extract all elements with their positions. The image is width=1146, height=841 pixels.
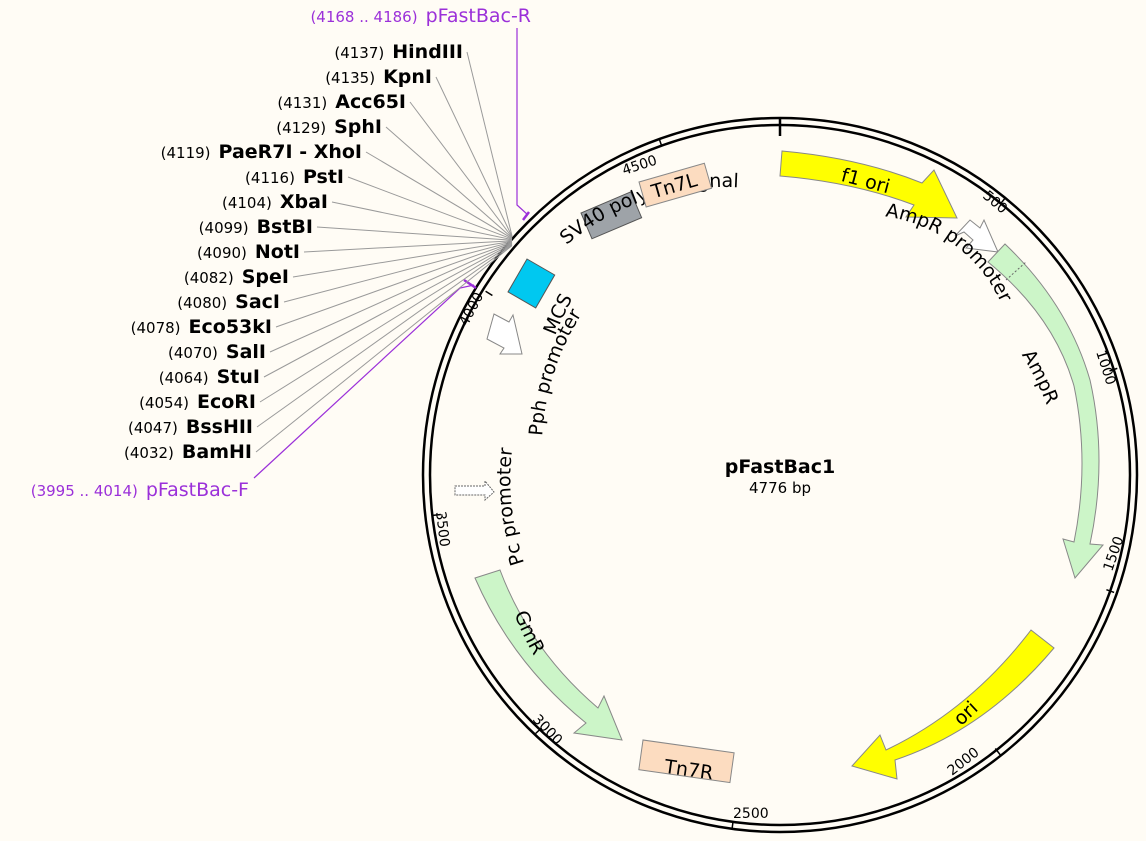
site-label-eco53ki[interactable]: (4078) Eco53kI xyxy=(131,316,272,338)
site-leader-line xyxy=(269,242,513,353)
site-label-acc65i[interactable]: (4131) Acc65I xyxy=(277,91,406,113)
site-label-bamhi[interactable]: (4032) BamHI xyxy=(124,441,252,463)
site-label-xbai[interactable]: (4104) XbaI xyxy=(222,191,328,213)
site-leader-line xyxy=(331,201,513,241)
site-label-ecori[interactable]: (4054) EcoRI xyxy=(139,391,256,413)
site-leader-line xyxy=(466,51,513,237)
svg-text:500: 500 xyxy=(979,188,1010,217)
plasmid-length: 4776 bp xyxy=(749,479,811,497)
primer-label-pfastbac-f[interactable]: (3995 .. 4014) pFastBac-F xyxy=(31,479,249,501)
svg-text:1000: 1000 xyxy=(1092,348,1118,387)
site-leader-line xyxy=(283,241,513,303)
site-leader-line xyxy=(275,242,513,328)
svg-text:3500: 3500 xyxy=(432,511,452,548)
svg-text:4000: 4000 xyxy=(456,290,487,329)
site-leader-line xyxy=(263,243,513,378)
f1-ori-feature[interactable]: f1 ori xyxy=(779,150,958,219)
tn7l-feature[interactable]: Tn7L xyxy=(638,162,713,208)
tick-1000: 1000 xyxy=(1092,348,1118,387)
site-leader-line xyxy=(292,240,513,278)
tick-4000: 4000 xyxy=(456,290,493,329)
site-label-sali[interactable]: (4070) SalI xyxy=(168,341,266,363)
site-label-sphi[interactable]: (4129) SphI xyxy=(276,116,382,138)
site-leader-line xyxy=(409,101,513,238)
site-leader-line xyxy=(435,76,513,237)
pc-promoter-label: Pc promoter xyxy=(493,447,529,569)
site-label-bsshii[interactable]: (4047) BssHII xyxy=(128,416,253,438)
svg-text:3000: 3000 xyxy=(529,712,565,749)
tick-2500: 2500 xyxy=(731,806,769,830)
site-leader-line xyxy=(255,245,513,453)
site-label-stui[interactable]: (4064) StuI xyxy=(159,366,260,388)
primer-label-pfastbac-r[interactable]: (4168 .. 4186) pFastBac-R xyxy=(310,5,531,27)
site-leader-lines xyxy=(255,51,513,453)
svg-text:2500: 2500 xyxy=(733,806,769,822)
site-label-noti[interactable]: (4090) NotI xyxy=(197,241,300,263)
tick-1500: 1500 xyxy=(1101,534,1128,594)
tn7r-feature[interactable]: Tn7R xyxy=(638,739,735,784)
site-leader-line xyxy=(347,176,513,240)
tick-3000: 3000 xyxy=(529,712,565,749)
primer-reverse-leader xyxy=(516,28,530,221)
svg-text:4500: 4500 xyxy=(620,153,659,179)
site-label-bstbi[interactable]: (4099) BstBI xyxy=(199,216,313,238)
site-leader-line xyxy=(303,240,513,253)
site-leader-line xyxy=(259,243,513,403)
plasmid-name: pFastBac1 xyxy=(725,456,835,478)
tick-500: 500 xyxy=(979,188,1010,217)
svg-text:1500: 1500 xyxy=(1101,534,1128,573)
pph-promoter-feature[interactable]: Pph promoter xyxy=(486,305,586,437)
gmr-feature[interactable]: GmR xyxy=(474,569,623,741)
site-leader-line xyxy=(316,226,513,241)
ampr-label: AmpR xyxy=(1017,346,1062,407)
site-label-paer7i-xhoi[interactable]: (4119) PaeR7I - XhoI xyxy=(161,141,362,163)
site-label-psti[interactable]: (4116) PstI xyxy=(245,166,344,188)
site-leader-line xyxy=(385,126,513,239)
site-leader-line xyxy=(256,244,513,428)
site-label-saci[interactable]: (4080) SacI xyxy=(177,291,280,313)
site-leader-line xyxy=(365,151,513,239)
site-label-kpni[interactable]: (4135) KpnI xyxy=(325,66,432,88)
restriction-site-labels: (4137) HindIII (4135) KpnI (4131) Acc65I (4… xyxy=(124,41,463,463)
tick-3500: 3500 xyxy=(432,511,452,548)
svg-text:f1 ori: f1 ori xyxy=(839,164,893,198)
site-label-spei[interactable]: (4082) SpeI xyxy=(184,266,289,288)
ori-feature[interactable]: ori xyxy=(851,629,1055,780)
pc-promoter-feature[interactable]: Pc promoter xyxy=(454,447,529,569)
site-label-hindiii[interactable]: (4137) HindIII xyxy=(334,41,463,63)
